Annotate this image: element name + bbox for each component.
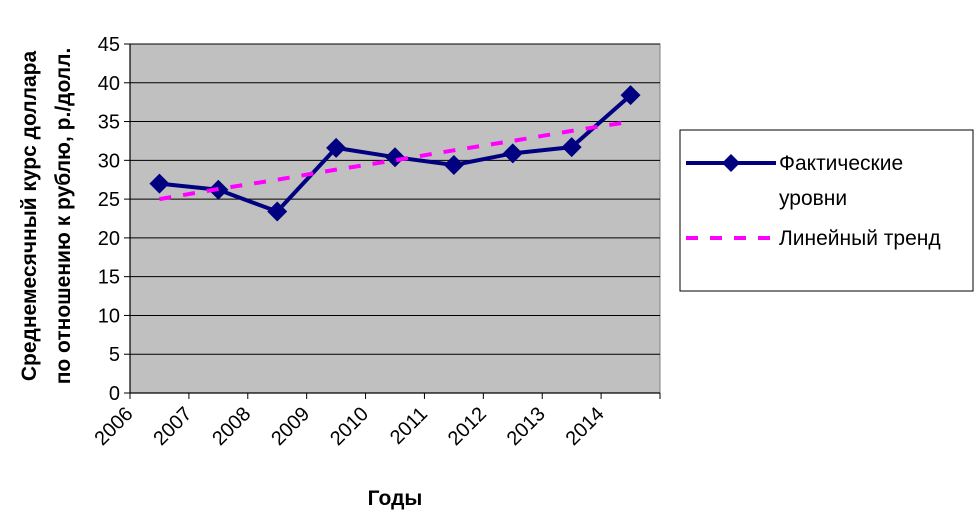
legend-marker (722, 154, 740, 172)
y-tick-label: 45 (98, 34, 120, 56)
y-tick-label: 20 (98, 228, 120, 250)
legend-label: Фактические (779, 152, 903, 175)
data-point (620, 85, 641, 106)
data-point (326, 137, 347, 158)
y-tick-label: 0 (109, 383, 120, 405)
data-point (267, 201, 288, 222)
series-line-trend (159, 119, 631, 202)
y-tick-label: 5 (109, 344, 120, 366)
y-tick-label: 35 (98, 112, 120, 134)
x-axis-title: Годы (368, 487, 423, 510)
y-tick-label: 30 (98, 150, 120, 172)
plot-area (129, 43, 661, 394)
y-tick-label: 25 (98, 189, 120, 211)
x-tick-label: 2011 (386, 403, 432, 449)
legend-label: уровни (779, 187, 847, 210)
legend-label: Линейный тренд (779, 227, 941, 250)
y-tick-label: 15 (98, 267, 120, 289)
x-tick-label: 2012 (444, 403, 491, 450)
y-axis-title-line-1: Среднемесячный курс доллара (18, 51, 41, 382)
data-point (443, 154, 464, 175)
x-tick-label: 2007 (149, 403, 196, 450)
x-tick-label: 2006 (91, 403, 138, 450)
y-axis-title-line-2: по отношению к рублю, р./долл. (52, 48, 75, 385)
data-point (561, 137, 582, 158)
x-tick-label: 2008 (208, 403, 255, 450)
data-point (149, 173, 170, 194)
data-point (502, 143, 523, 164)
x-tick-label: 2013 (503, 403, 550, 450)
x-tick-label: 2014 (562, 403, 609, 450)
data-point (385, 147, 405, 168)
y-tick-label: 40 (98, 73, 120, 95)
x-tick-label: 2010 (326, 403, 373, 450)
y-tick-label: 10 (98, 305, 120, 327)
x-tick-label: 2009 (267, 403, 314, 450)
